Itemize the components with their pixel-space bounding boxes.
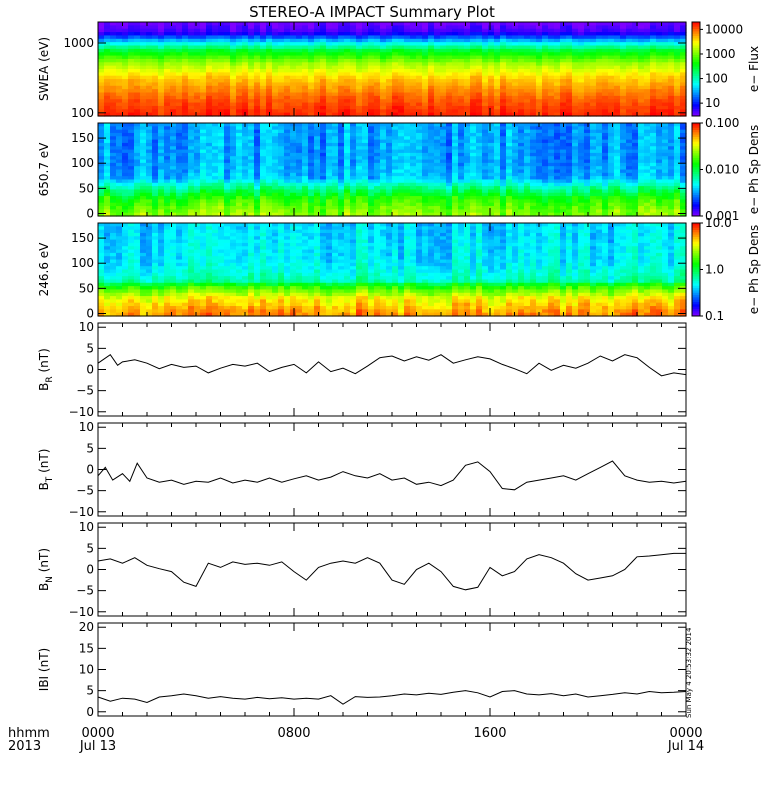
colorbar-tick-label-swea: 1000 (705, 47, 736, 61)
y-axis-label-swea: SWEA (eV) (37, 37, 51, 101)
colorbar-tick-label-swea: 100 (705, 72, 728, 86)
colorbar-tick-label-swea: 10 (705, 96, 720, 110)
y-tick-label-swea: 100 (71, 106, 94, 120)
colorbar-label-swea: e− Flux (747, 46, 761, 92)
y-tick-label-swea: 1000 (63, 36, 94, 50)
plot-title: STEREO-A IMPACT Summary Plot (249, 3, 495, 21)
colorbar-tick-label-swea: 10000 (705, 22, 743, 36)
